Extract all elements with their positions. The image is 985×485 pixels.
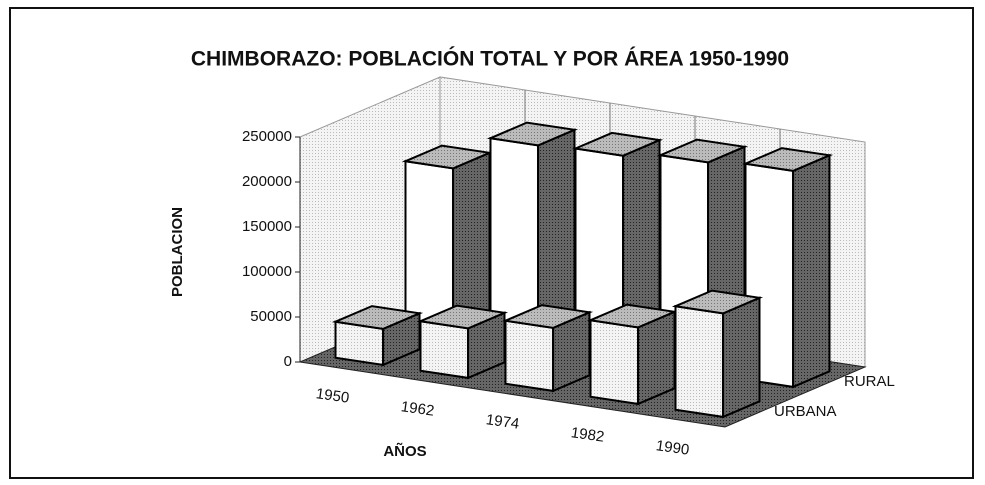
bar-front	[589, 319, 640, 406]
y-tick-label: 200000	[242, 173, 292, 190]
x-tick-label: 1962	[400, 398, 435, 419]
bar-top	[486, 121, 579, 147]
bar-side	[722, 296, 761, 419]
bar-front	[504, 319, 555, 393]
x-tick-label: 1950	[315, 385, 350, 406]
series-label: RURAL	[844, 373, 895, 390]
bar-top	[571, 131, 664, 157]
bar-top	[416, 304, 509, 330]
bar-front	[674, 305, 725, 419]
x-tick-label: 1990	[655, 437, 690, 458]
y-tick-label: 0	[284, 353, 292, 370]
bar-top	[331, 305, 424, 330]
y-tick-label: 100000	[242, 263, 292, 280]
x-tick-label: 1982	[570, 424, 605, 445]
y-tick-label: 50000	[250, 308, 292, 325]
y-axis-title: POBLACION	[169, 207, 186, 297]
y-tick-label: 150000	[242, 218, 292, 235]
x-axis-title: AÑOS	[383, 442, 426, 460]
bar-side	[792, 153, 831, 389]
bar-top	[501, 304, 594, 329]
y-tick-label: 250000	[242, 128, 292, 145]
chart-title: CHIMBORAZO: POBLACIÓN TOTAL Y POR ÁREA 1…	[191, 47, 789, 71]
bar-top	[656, 138, 749, 164]
bar-top	[741, 147, 834, 172]
bar-front	[419, 320, 470, 380]
bar-front	[404, 160, 455, 337]
series-label: URBANA	[774, 403, 837, 420]
bar-top	[671, 289, 764, 315]
x-tick-label: 1974	[485, 411, 520, 432]
